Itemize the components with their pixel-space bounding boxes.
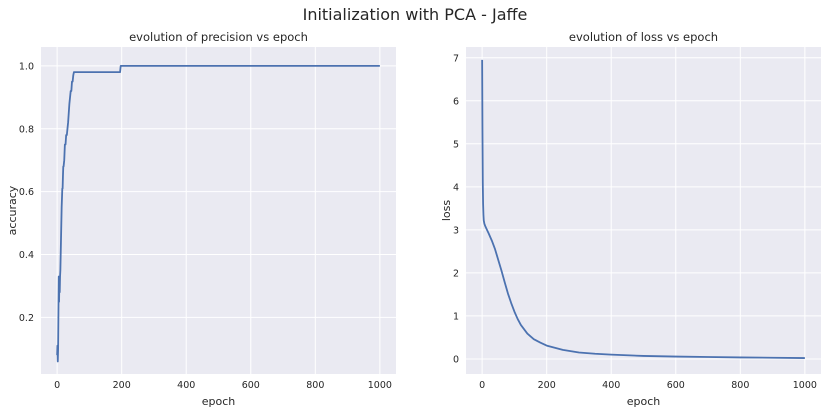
figure-title: Initialization with PCA - Jaffe [302,5,528,24]
x-tick-label: 800 [306,380,324,391]
accuracy-panel: 0 200 400 600 800 1000 0.2 0.4 0.6 0.8 1.0 evolutio… [6,30,396,408]
y-tick-label: 7 [453,53,459,64]
x-tick-label: 600 [242,380,260,391]
y-tick-label: 0 [453,354,459,365]
x-tick-label: 400 [177,380,195,391]
x-tick-label: 1000 [368,380,392,391]
x-tick-label: 800 [731,380,749,391]
panel-title: evolution of precision vs epoch [129,30,308,44]
panel-title: evolution of loss vs epoch [569,30,718,44]
x-tick-label: 0 [54,380,60,391]
x-tick-label: 0 [479,380,485,391]
y-tick-label: 4 [453,182,459,193]
x-tick-label: 200 [113,380,131,391]
y-tick-label: 0.4 [19,250,34,261]
x-tick-label: 400 [602,380,620,391]
x-tick-label: 1000 [793,380,817,391]
y-tick-label: 3 [453,225,459,236]
x-tick-label: 600 [667,380,685,391]
plot-area [41,47,396,374]
y-tick-label: 2 [453,268,459,279]
y-tick-label: 0.8 [19,124,34,135]
loss-panel: 0 200 400 600 800 1000 0 1 2 3 4 5 6 7 evolution of lo… [440,30,821,408]
x-axis-label: epoch [202,395,236,408]
y-axis-label: loss [440,200,453,222]
x-axis-label: epoch [627,395,661,408]
y-tick-label: 1.0 [19,61,34,72]
x-tick-label: 200 [538,380,556,391]
y-tick-label: 1 [453,311,459,322]
plot-area [466,47,821,374]
y-tick-label: 0.6 [19,187,34,198]
series-line [481,59,805,359]
y-axis-label: accuracy [6,185,19,235]
y-tick-label: 5 [453,139,459,150]
y-tick-label: 0.2 [19,313,34,324]
series-line [56,64,380,363]
y-tick-label: 6 [453,96,459,107]
